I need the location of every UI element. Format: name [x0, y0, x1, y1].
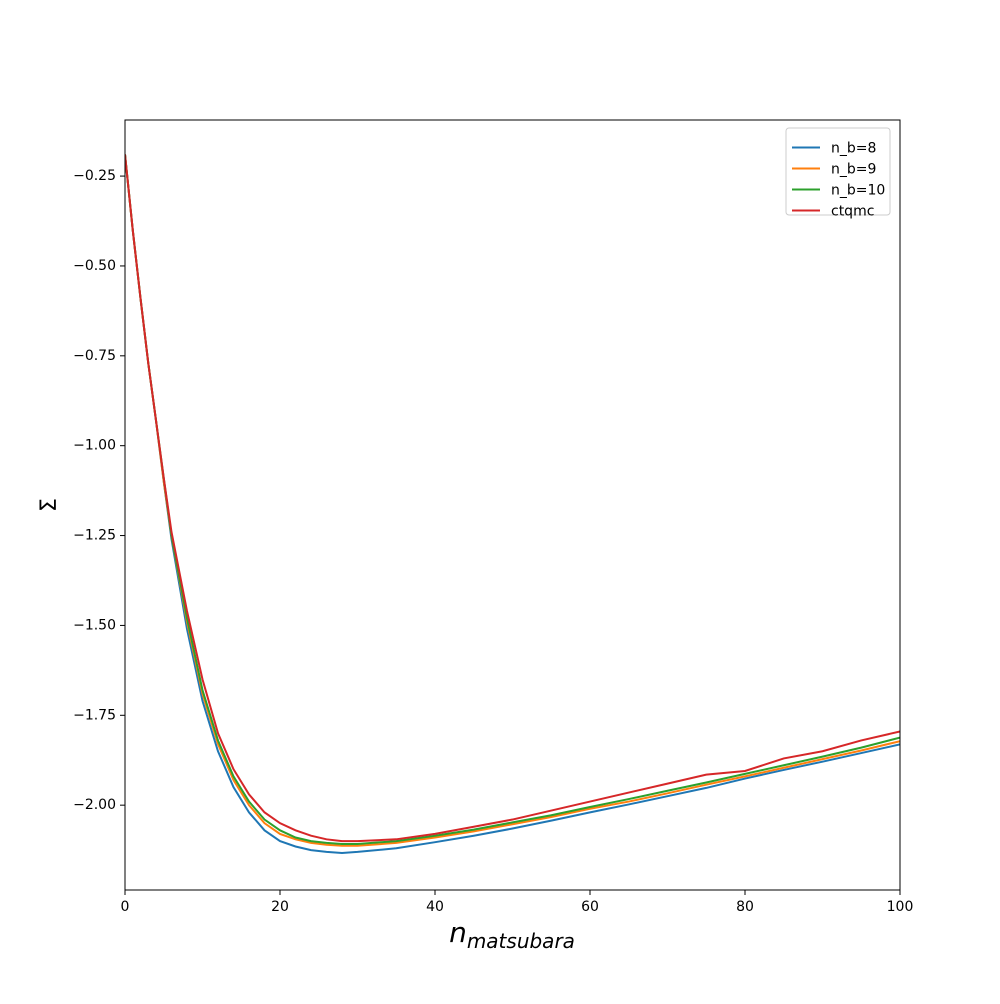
- x-tick-label: 0: [121, 899, 130, 915]
- y-tick-label: −0.75: [73, 348, 116, 364]
- y-tick-label: −1.75: [73, 707, 116, 723]
- axes-frame: [124, 119, 901, 891]
- legend-label: n_b=9: [831, 162, 876, 178]
- x-tick-label: 40: [426, 899, 444, 915]
- y-axis-label: Σ: [37, 498, 62, 512]
- legend-label: n_b=8: [831, 141, 876, 157]
- x-tick-label: 20: [271, 899, 289, 915]
- x-tick-label: 80: [736, 899, 754, 915]
- x-tick-label: 60: [581, 899, 599, 915]
- x-label-subscript: matsubara: [467, 929, 575, 953]
- legend-box: [785, 127, 891, 216]
- y-tick-label: −1.50: [73, 617, 116, 633]
- x-label-base: n: [449, 916, 467, 949]
- y-tick-label: −0.25: [73, 168, 116, 184]
- series-line: [125, 154, 900, 843]
- x-axis-label: nmatsubara: [449, 916, 575, 953]
- legend-label: ctqmc: [831, 204, 874, 220]
- x-tick-label: 100: [887, 899, 914, 915]
- legend-label: n_b=10: [831, 183, 885, 199]
- y-tick-label: −1.25: [73, 528, 116, 544]
- y-tick-label: −1.00: [73, 438, 116, 454]
- y-tick-label: −0.50: [73, 258, 116, 274]
- y-tick-label: −2.00: [73, 797, 116, 813]
